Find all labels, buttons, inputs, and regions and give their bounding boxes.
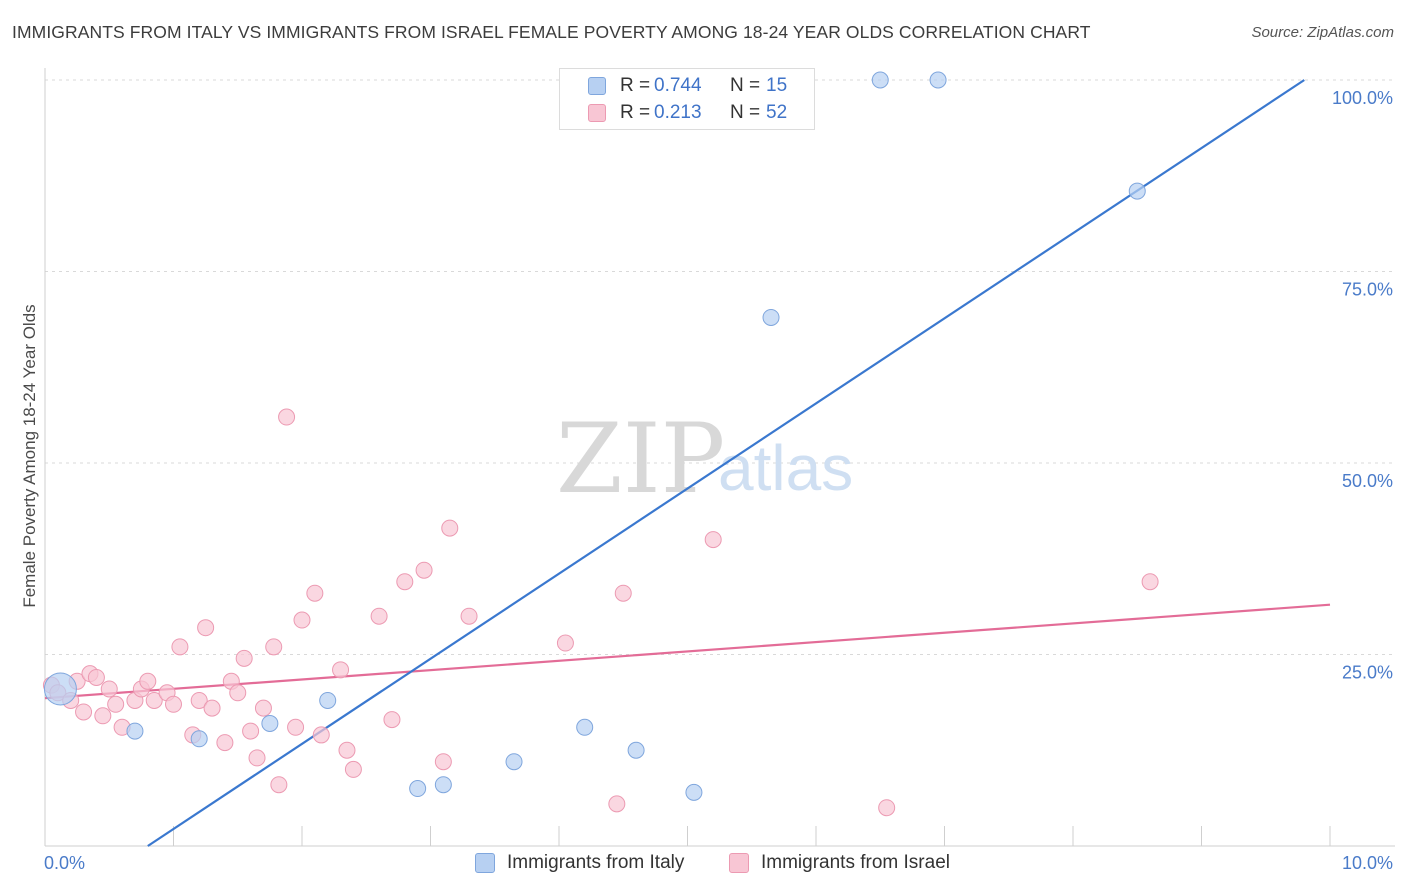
israel-point [338,741,356,759]
italy-legend-label: Immigrants from Italy [507,852,685,873]
italy-point [434,776,452,794]
italy-point [409,780,427,798]
israel-point [75,703,93,721]
israel-point [293,611,311,629]
israel-point [87,668,105,686]
watermark-atlas: atlas [718,432,853,504]
data-points [42,71,1159,817]
x-tick-label: 0.0% [44,853,85,873]
israel-point [878,799,896,817]
italy-point [261,714,279,732]
israel-point [94,707,112,725]
axes [44,68,1395,847]
y-axis-label: Female Poverty Among 18-24 Year Olds [20,304,39,607]
israel-point [441,519,459,537]
italy-point [190,730,208,748]
chart-title: IMMIGRANTS FROM ITALY VS IMMIGRANTS FROM… [12,22,1091,42]
israel-point [1141,573,1159,591]
israel-point [460,607,478,625]
trend-lines [44,79,1331,847]
italy-point [505,753,523,771]
israel-point [145,691,163,709]
y-tick-labels: 25.0% 50.0% 75.0% 100.0% [1332,88,1393,683]
italy-legend-swatch [475,853,495,873]
israel-point [434,753,452,771]
source-credit: Source: ZipAtlas.com [1251,24,1394,41]
israel-point [197,619,215,637]
israel-point [344,760,362,778]
israel-point [265,638,283,656]
israel-point [216,734,234,752]
israel-point [556,634,574,652]
israel-point [254,699,272,717]
israel-point [312,726,330,744]
y-tick-label: 50.0% [1342,471,1393,491]
italy-point [871,71,889,89]
grid-lines [45,79,1395,655]
israel-point [614,584,632,602]
israel-point [242,722,260,740]
israel-point [332,661,350,679]
israel-point [278,408,296,426]
italy-r-value: 0.744 [654,75,702,96]
x-tick-labels: 0.0% 10.0% [44,853,1393,873]
italy-n-label: N = [730,75,761,96]
israel-point [235,649,253,667]
israel-point [100,680,118,698]
watermark-zip: ZIP [556,403,725,515]
y-tick-label: 100.0% [1332,88,1393,108]
italy-n-value: 15 [766,75,788,96]
italy-point [319,691,337,709]
israel-legend-label: Immigrants from Israel [761,852,950,873]
italy-point [1128,182,1146,200]
italy-point [576,718,594,736]
israel-n-label: N = [730,102,761,123]
correlation-legend: R = 0.744 N = 15 R = 0.213 N = 52 [559,68,815,130]
italy-trend-line [147,79,1305,847]
israel-point [608,795,626,813]
israel-point [383,711,401,729]
israel-point [704,531,722,549]
israel-point [396,573,414,591]
israel-point [107,695,125,713]
italy-point [929,71,947,89]
israel-n-value: 52 [766,102,788,123]
italy-point [762,308,780,326]
israel-point [306,584,324,602]
israel-point [203,699,221,717]
italy-point [627,741,645,759]
israel-trend-line [44,603,1331,700]
israel-point [171,638,189,656]
italy-point [685,783,703,801]
israel-point [415,561,433,579]
israel-point [248,749,266,767]
italy-point [126,722,144,740]
italy-swatch [588,77,606,95]
israel-point [287,718,305,736]
israel-swatch [588,104,606,122]
israel-r-value: 0.213 [654,102,702,123]
y-tick-label: 75.0% [1342,280,1393,300]
y-tick-label: 25.0% [1342,663,1393,683]
israel-point [370,607,388,625]
x-tick-label: 10.0% [1342,853,1393,873]
israel-point [190,691,208,709]
israel-r-label: R = [620,102,651,123]
italy-r-label: R = [620,75,651,96]
italy-point [43,672,77,706]
israel-point [270,776,288,794]
israel-point [229,684,247,702]
israel-point [139,672,157,690]
israel-point [165,695,182,713]
israel-legend-swatch [729,853,749,873]
